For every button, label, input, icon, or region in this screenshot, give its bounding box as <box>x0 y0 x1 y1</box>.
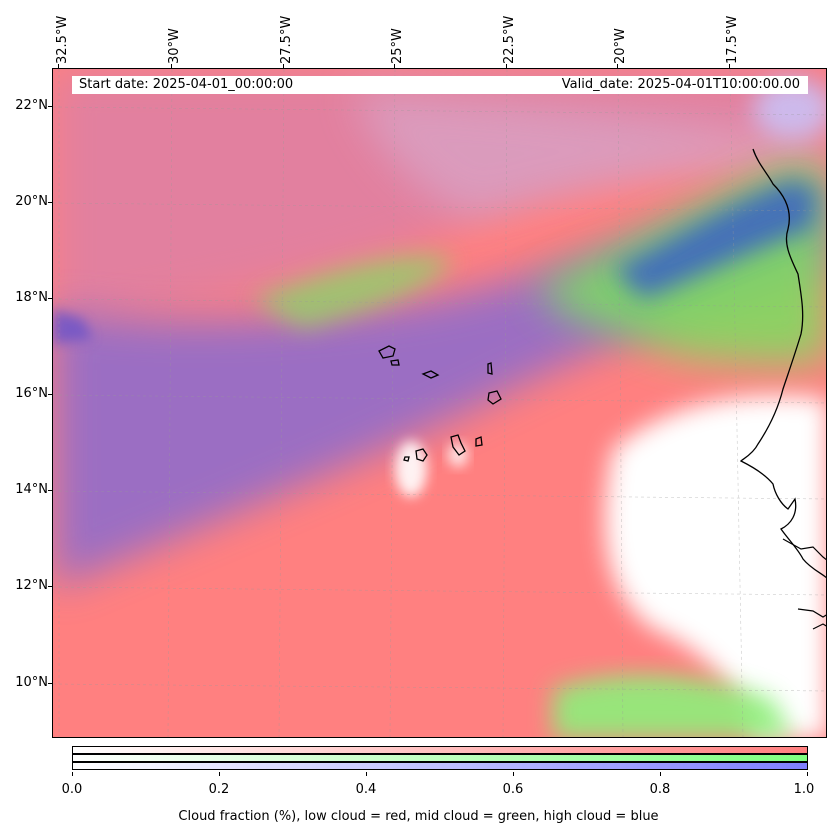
lon-label-17-5w: 17.5°W <box>725 15 740 64</box>
colorbar-tick <box>660 772 661 776</box>
lon-tick <box>506 64 507 68</box>
lon-label-20w: 20°W <box>613 28 628 64</box>
lat-label-12n: 12°N <box>15 578 48 593</box>
colorbar-caption: Cloud fraction (%), low cloud = red, mid… <box>178 809 659 824</box>
lon-tick <box>171 64 172 68</box>
high-cloud-tint <box>753 79 826 139</box>
colorbar-tick <box>72 772 73 776</box>
map-canvas <box>53 69 826 737</box>
lat-label-22n: 22°N <box>15 98 48 113</box>
lon-tick <box>283 64 284 68</box>
lat-tick <box>48 202 52 203</box>
lon-tick <box>394 64 395 68</box>
colorbar-tick-label: 1.0 <box>793 782 815 797</box>
lon-label-22-5w: 22.5°W <box>502 15 517 64</box>
valid-date: Valid_date: 2025-04-01T10:00:00.00 <box>561 77 800 92</box>
low-cloud-pale-region <box>353 89 826 219</box>
lon-tick <box>729 64 730 68</box>
colorbar-low-cloud <box>72 746 808 754</box>
clear-spot <box>395 441 427 497</box>
africa-coastline-south <box>782 538 826 630</box>
lon-tick <box>58 64 59 68</box>
lon-label-27-5w: 27.5°W <box>279 15 294 64</box>
colorbar-tick-label: 0.2 <box>208 782 230 797</box>
colorbar-tick <box>807 772 808 776</box>
mid-cloud-band <box>253 256 453 329</box>
lat-tick <box>48 490 52 491</box>
high-cloud-left-edge <box>53 309 93 344</box>
colorbar-mid-cloud <box>72 754 808 762</box>
lat-label-14n: 14°N <box>15 482 48 497</box>
colorbar-tick <box>513 772 514 776</box>
lon-label-30w: 30°W <box>167 28 182 64</box>
lat-tick <box>48 394 52 395</box>
clear-spot <box>448 443 468 467</box>
lat-tick <box>48 586 52 587</box>
lon-label-25w: 25°W <box>390 28 405 64</box>
lat-label-10n: 10°N <box>15 675 48 690</box>
africa-coastline <box>739 148 826 579</box>
lat-tick <box>48 298 52 299</box>
mid-cloud-bottom <box>553 675 792 737</box>
cloud-fraction-map <box>52 68 827 738</box>
colorbar-tick-label: 0.0 <box>61 782 83 797</box>
lat-tick <box>48 683 52 684</box>
colorbar-high-cloud <box>72 762 808 770</box>
lat-label-20n: 20°N <box>15 194 48 209</box>
lat-label-18n: 18°N <box>15 290 48 305</box>
lat-tick <box>48 106 52 107</box>
high-cloud-core-east <box>613 179 818 299</box>
lat-label-16n: 16°N <box>15 386 48 401</box>
colorbar-tick <box>366 772 367 776</box>
lon-label-32-5w: 32.5°W <box>55 15 70 64</box>
colorbar-tick-label: 0.8 <box>649 782 671 797</box>
colorbar-tick-label: 0.6 <box>502 782 524 797</box>
start-date: Start date: 2025-04-01_00:00:00 <box>79 77 294 92</box>
colorbar-tick <box>219 772 220 776</box>
lon-tick <box>617 64 618 68</box>
date-info-box: Start date: 2025-04-01_00:00:00 Valid_da… <box>72 76 808 94</box>
colorbar-tick-label: 0.4 <box>355 782 377 797</box>
cape-verde-islands <box>378 345 502 462</box>
graticule <box>53 69 826 737</box>
